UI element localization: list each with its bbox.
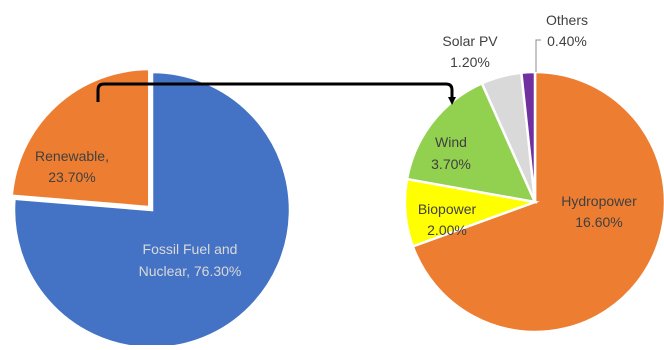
label-fossil-fuel-and-nuclear: Fossil Fuel and Nuclear, 76.30% (139, 241, 242, 279)
label-biopower: Biopower 2.00% (418, 201, 477, 238)
label-others: Others 0.40% (546, 12, 588, 49)
leader-line-others (535, 39, 541, 72)
label-hydropower: Hydropower 16.60% (561, 193, 637, 230)
label-renewable: Renewable, 23.70% (35, 148, 109, 185)
label-wind: Wind 3.70% (431, 134, 471, 172)
connector-arrow (96, 82, 456, 105)
slice-labels: Fossil Fuel and Nuclear, 76.30% Renewable,… (35, 12, 637, 279)
slice-fossil-fuel-and-nuclear (12, 70, 292, 350)
slice-others (519, 70, 537, 203)
left-pie (10, 67, 292, 350)
slice-wind (405, 81, 538, 204)
label-solar-pv: Solar PV 1.20% (442, 33, 498, 70)
slice-renewable (10, 67, 151, 209)
right-pie (403, 70, 664, 334)
